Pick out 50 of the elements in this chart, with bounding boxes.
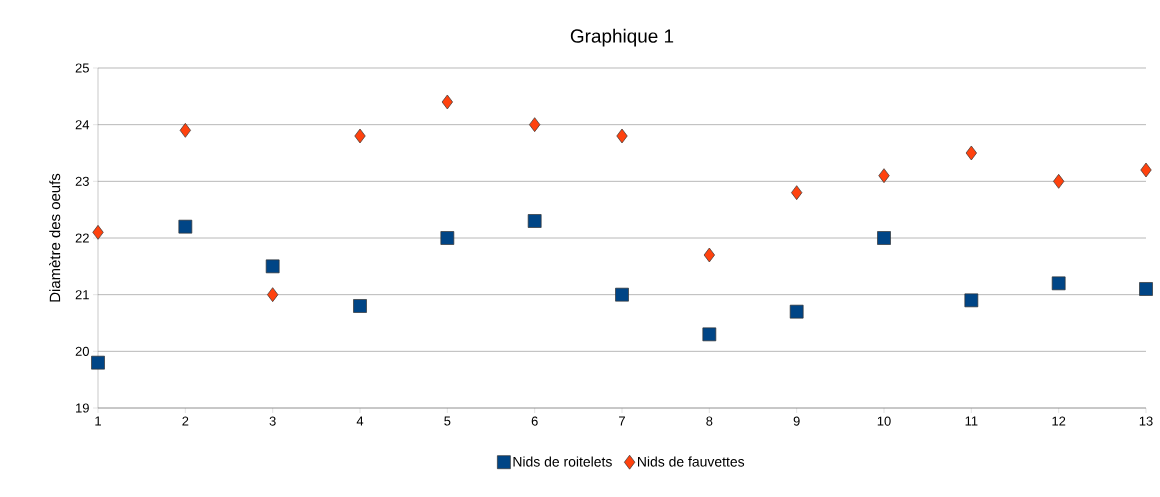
y-tick-label: 19	[76, 403, 89, 413]
point	[878, 168, 890, 184]
y-tick-label: 22	[75, 233, 89, 243]
point	[615, 287, 629, 302]
y-tick-label: 24	[75, 120, 90, 130]
point	[265, 259, 280, 274]
y-tick-label: 21	[75, 290, 89, 300]
legend-label: Nids de fauvettes	[638, 456, 745, 467]
point	[1053, 173, 1065, 189]
point	[1140, 162, 1152, 178]
point	[529, 117, 541, 133]
x-tick-label: 7	[619, 416, 625, 426]
x-tick-label: 1	[95, 416, 101, 426]
x-tick-label: 8	[706, 416, 713, 426]
point	[703, 247, 715, 263]
x-tick-label: 13	[1139, 416, 1153, 426]
point	[267, 287, 279, 303]
x-tick-label: 6	[531, 416, 538, 426]
point	[1051, 276, 1066, 291]
point	[354, 128, 366, 144]
point	[965, 145, 977, 161]
point	[353, 299, 367, 313]
point	[527, 214, 542, 228]
x-tick-label: 10	[877, 416, 891, 426]
point	[616, 128, 628, 144]
point	[789, 304, 804, 319]
y-tick-label: 20	[75, 346, 89, 356]
x-tick-label: 11	[965, 416, 978, 426]
x-tick-label: 2	[182, 416, 189, 426]
y-axis-title: Diamètre des oeufs	[49, 173, 61, 302]
x-tick-label: 5	[444, 416, 451, 426]
point	[1139, 282, 1153, 296]
x-tick-label: 12	[1052, 416, 1066, 426]
point	[441, 94, 453, 110]
point	[877, 231, 891, 245]
chart-title: Graphique 1	[570, 28, 674, 47]
point	[91, 355, 105, 370]
point	[702, 327, 717, 342]
y-tick-label: 25	[75, 63, 89, 73]
point	[178, 219, 193, 234]
point	[179, 122, 191, 138]
point	[440, 231, 455, 245]
point	[791, 185, 803, 201]
x-tick-label: 4	[356, 416, 364, 426]
legend-label: Nids de roitelets	[513, 456, 612, 467]
y-tick-label: 23	[75, 176, 89, 186]
x-tick-label: 3	[269, 416, 276, 426]
x-tick-label: 9	[793, 416, 800, 426]
point	[964, 293, 979, 308]
point	[92, 224, 104, 240]
